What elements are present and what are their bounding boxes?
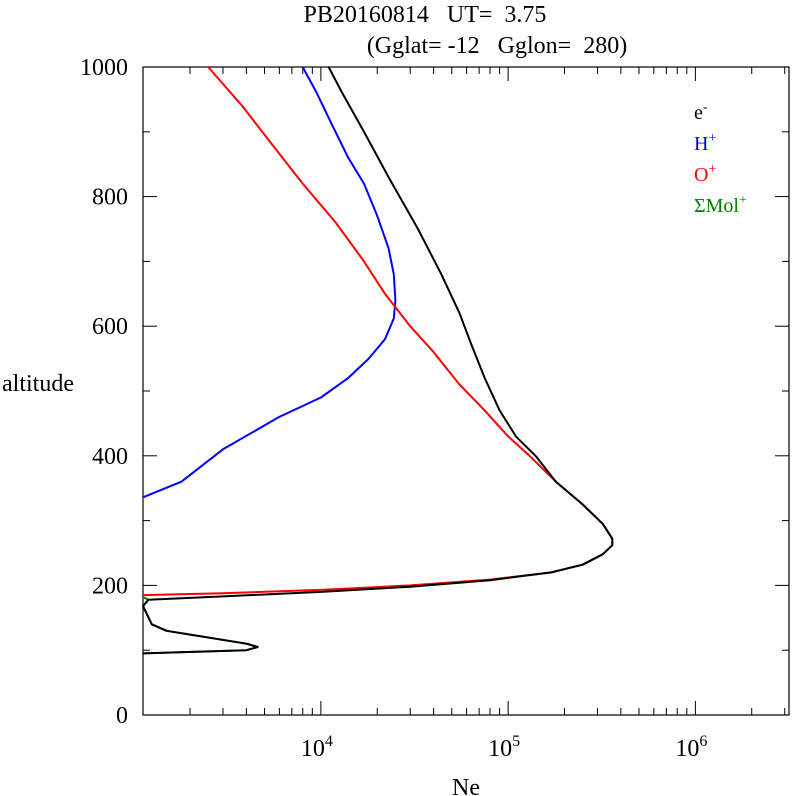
y-tick-label: 0 bbox=[116, 703, 128, 729]
y-tick-label: 200 bbox=[92, 573, 128, 599]
legend-entry: O+ bbox=[694, 162, 716, 186]
y-axis-label: altitude bbox=[2, 371, 74, 397]
legend-entry: e- bbox=[694, 100, 708, 124]
legend-entry: ΣMol+ bbox=[694, 193, 747, 217]
series-line-mol bbox=[142, 596, 259, 655]
x-axis-label: Ne bbox=[452, 775, 480, 796]
x-tick-label: 105 bbox=[488, 733, 520, 762]
x-tick-label: 104 bbox=[301, 733, 333, 762]
x-axis-tick-labels: 104 105 106 bbox=[301, 733, 707, 762]
x-tick-label: 106 bbox=[675, 733, 707, 762]
series-line-e bbox=[142, 66, 614, 655]
y-tick-label: 1000 bbox=[80, 55, 128, 81]
legend: e- H+ O+ ΣMol+ bbox=[694, 100, 747, 217]
chart-title-line2: (Gglat= -12 Gglon= 280) bbox=[367, 33, 627, 59]
legend-entry: H+ bbox=[694, 131, 716, 155]
series-lines bbox=[142, 66, 614, 655]
y-axis-tick-labels: 0 200 400 600 800 1000 bbox=[80, 55, 128, 729]
chart-title-line1: PB20160814 UT= 3.75 bbox=[304, 2, 547, 28]
y-axis-ticks bbox=[143, 66, 789, 716]
y-tick-label: 400 bbox=[92, 444, 128, 470]
x-axis-ticks bbox=[189, 67, 786, 715]
y-tick-label: 800 bbox=[92, 185, 128, 211]
series-line-h bbox=[142, 66, 397, 499]
y-tick-label: 600 bbox=[92, 314, 128, 340]
series-line-o bbox=[142, 66, 614, 597]
